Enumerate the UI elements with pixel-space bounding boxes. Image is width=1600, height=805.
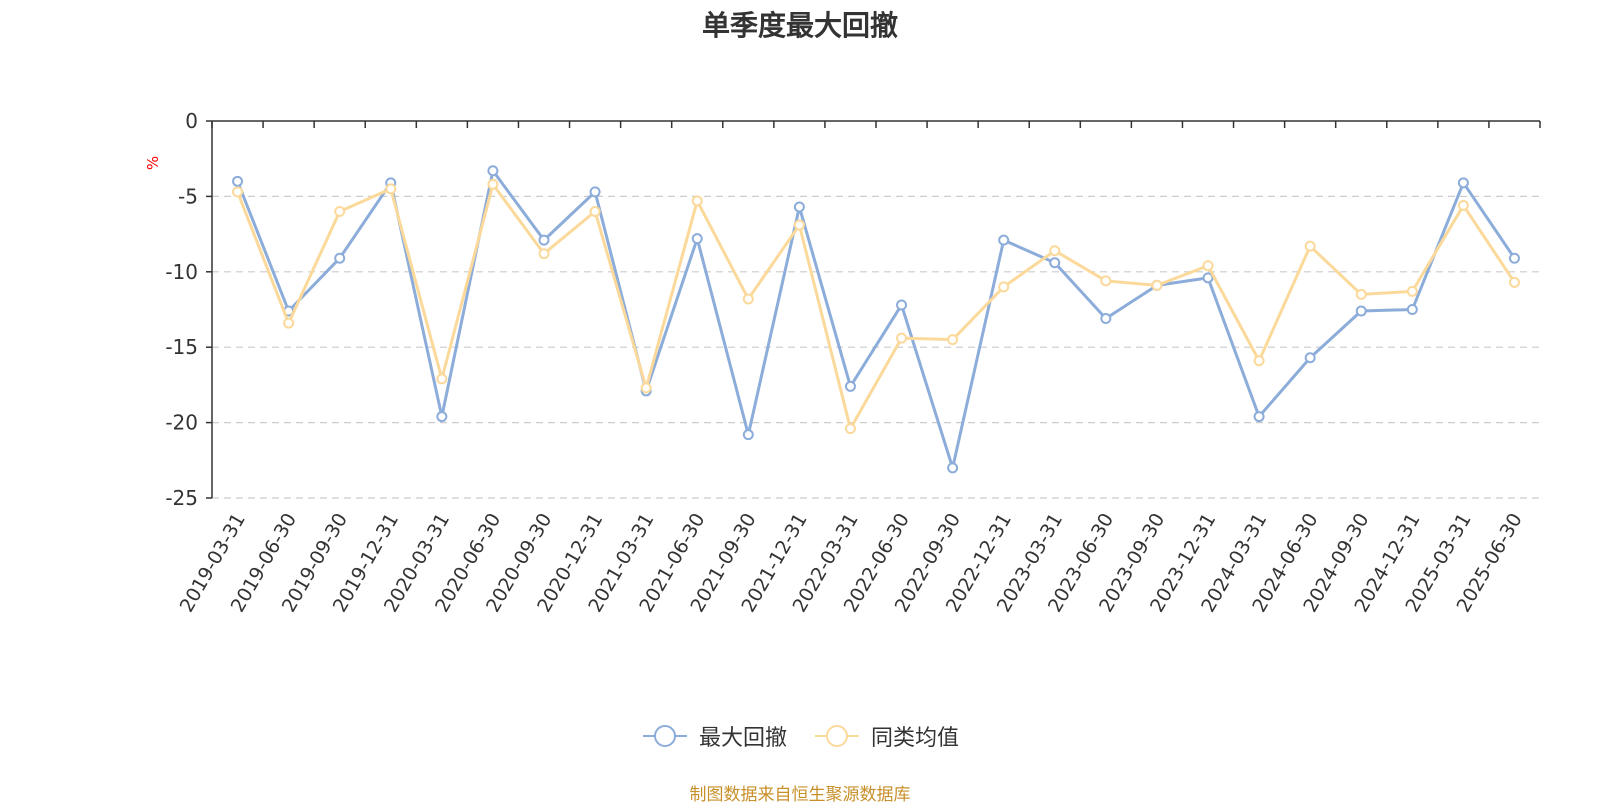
data-point-series-1 [896,332,908,344]
data-point-series-0 [538,234,550,246]
data-point-series-0 [487,165,499,177]
data-point-series-1 [487,178,499,190]
source-footer: 制图数据来自恒生聚源数据库 [689,785,911,805]
data-point-series-1 [385,183,397,195]
data-point-series-1 [742,293,754,305]
legend-marker-series-0 [642,725,687,747]
data-point-series-1 [1457,199,1469,211]
data-point-series-1 [844,423,856,435]
data-point-series-0 [998,234,1010,246]
data-point-series-1 [1508,276,1520,288]
data-point-series-1 [334,205,346,217]
data-point-series-0 [1457,177,1469,189]
data-point-series-0 [589,186,601,198]
y-tick-label: -5 [178,184,198,208]
data-point-series-1 [691,195,703,207]
data-point-series-1 [589,205,601,217]
y-axis-label: % [144,156,162,170]
data-point-series-0 [896,299,908,311]
y-tick-label: -20 [165,411,198,435]
legend-label-series-1: 同类均值 [871,726,960,751]
legend-label-series-0: 最大回撤 [698,726,787,751]
data-point-series-1 [640,382,652,394]
data-point-series-1 [1406,285,1418,297]
data-point-series-0 [742,429,754,441]
y-tick-label: -10 [165,260,198,284]
data-point-series-0 [1049,257,1061,269]
data-point-series-1 [793,219,805,231]
data-point-series-0 [232,175,244,187]
data-point-series-1 [1049,245,1061,257]
data-point-series-1 [947,334,959,346]
data-point-series-0 [1406,304,1418,315]
data-point-series-0 [793,201,805,213]
data-point-series-1 [1202,260,1214,272]
data-point-series-1 [1304,240,1316,252]
data-point-series-1 [283,317,295,329]
data-point-series-1 [998,281,1010,293]
data-point-series-0 [691,233,703,245]
data-point-series-1 [232,186,244,198]
legend: 最大回撤 同类均值 [0,720,1600,752]
data-point-series-1 [436,373,448,385]
y-tick-label: -15 [165,335,198,359]
legend-item-series-1[interactable]: 同类均值 [813,720,959,752]
data-point-series-1 [538,248,550,260]
data-point-series-1 [1151,279,1163,291]
y-tick-label: 0 [185,109,198,133]
data-point-series-0 [1304,352,1316,364]
data-point-series-1 [1253,355,1265,367]
data-point-series-0 [947,462,959,474]
legend-marker-series-1 [815,725,859,747]
series-line-1 [236,182,1516,431]
data-point-series-1 [1355,288,1367,300]
data-point-series-1 [1100,275,1112,287]
data-point-series-0 [436,411,448,423]
y-tick-label: -25 [165,486,198,510]
data-point-series-0 [1100,313,1112,325]
data-point-series-0 [1253,411,1265,423]
legend-item-series-0[interactable]: 最大回撤 [641,720,787,752]
data-point-series-0 [1508,252,1520,264]
data-point-series-0 [1355,305,1367,317]
series-line-0 [236,169,1516,470]
data-point-series-0 [844,380,856,392]
data-point-series-0 [334,252,346,264]
chart-title: 单季度最大回撤 [701,9,898,42]
data-point-series-0 [1202,272,1214,284]
